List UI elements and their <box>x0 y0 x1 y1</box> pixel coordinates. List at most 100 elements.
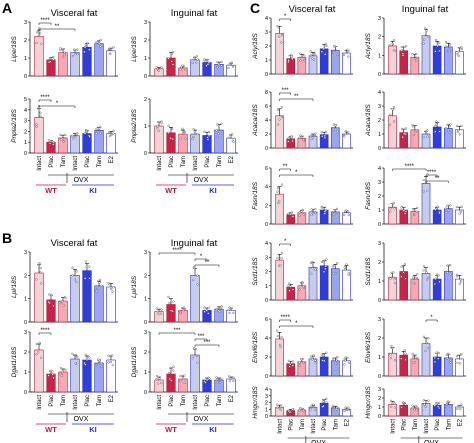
x-tick-label: Tam <box>61 156 67 167</box>
data-point <box>160 308 163 311</box>
data-point <box>411 125 415 128</box>
data-point <box>47 374 50 377</box>
data-point <box>277 26 280 29</box>
data-point <box>112 286 115 289</box>
data-point <box>404 210 408 213</box>
y-tick-label: 2 <box>378 336 381 342</box>
y-tick-label: 3 <box>378 104 381 110</box>
data-point <box>311 57 314 60</box>
data-point <box>84 260 87 263</box>
data-point <box>290 53 293 57</box>
ki-label: KI <box>209 425 217 434</box>
y-tick-label: 2 <box>265 401 268 407</box>
y-tick-label: 3 <box>265 394 268 400</box>
x-tick-label: Plac <box>49 395 55 407</box>
data-point <box>422 335 426 338</box>
data-point <box>336 262 339 265</box>
chart-title: Inguinal fat <box>171 238 218 249</box>
data-point <box>400 45 403 49</box>
data-point <box>314 359 317 362</box>
data-point <box>216 135 219 139</box>
data-point <box>333 264 336 267</box>
data-point <box>289 285 292 288</box>
data-point <box>71 352 74 355</box>
y-tick-label: 1 <box>265 407 268 413</box>
data-point <box>39 270 42 274</box>
data-point <box>449 123 452 126</box>
data-point <box>83 50 86 53</box>
data-point <box>459 280 463 283</box>
data-point <box>280 34 284 37</box>
y-tick-label: 1 <box>144 56 147 62</box>
significance-label: * <box>284 239 287 245</box>
x-tick-label: Tam <box>413 419 419 430</box>
data-point <box>460 405 463 408</box>
data-point <box>155 378 158 381</box>
data-point <box>459 209 462 212</box>
data-point <box>38 341 41 344</box>
data-point <box>170 60 173 63</box>
data-point <box>184 68 187 72</box>
data-point <box>412 281 415 285</box>
chart-11: Acaca/18S 0 1 2 3 4 <box>365 90 466 152</box>
data-point <box>312 354 315 357</box>
data-point <box>108 130 111 134</box>
data-point <box>347 213 350 216</box>
data-point <box>52 141 55 144</box>
data-point <box>95 290 98 293</box>
data-point <box>345 408 349 411</box>
data-point <box>74 362 77 365</box>
data-point <box>39 32 42 35</box>
data-point <box>393 402 396 405</box>
data-point <box>444 405 448 408</box>
data-point <box>459 362 462 365</box>
data-point <box>61 300 64 303</box>
data-point <box>400 127 404 131</box>
data-point <box>393 207 396 210</box>
data-point <box>449 361 452 364</box>
data-point <box>73 278 77 281</box>
data-point <box>76 53 79 56</box>
data-point <box>314 208 317 211</box>
data-point <box>456 407 459 411</box>
data-point <box>158 377 161 380</box>
data-point <box>169 309 173 312</box>
bar-intact <box>275 115 284 149</box>
significance-label: **** <box>405 164 415 170</box>
data-point <box>203 310 206 313</box>
data-point <box>219 306 223 309</box>
data-point <box>347 361 350 364</box>
significance-label: *** <box>197 334 205 340</box>
data-point <box>279 346 282 349</box>
x-tick-label: Tam <box>333 419 339 430</box>
bar-intact <box>421 35 431 75</box>
data-point <box>193 266 196 270</box>
data-point <box>40 42 43 45</box>
data-point <box>39 111 42 114</box>
data-point <box>344 406 347 409</box>
significance-label: **** <box>40 95 50 101</box>
bar-tam <box>58 52 68 77</box>
data-point <box>157 382 160 385</box>
data-point <box>301 281 304 285</box>
data-point <box>445 277 448 281</box>
x-tick-label: Plac <box>402 419 408 431</box>
data-point <box>346 210 350 213</box>
data-point <box>276 406 279 409</box>
data-point <box>449 273 452 276</box>
significance-label: * <box>430 315 433 321</box>
data-point <box>85 128 88 132</box>
data-point <box>110 133 113 137</box>
data-point <box>276 329 279 332</box>
data-point <box>156 127 159 130</box>
data-point <box>276 190 279 193</box>
data-point <box>401 52 404 55</box>
y-tick-label: 0 <box>265 414 268 420</box>
data-point <box>401 136 404 139</box>
data-point <box>217 309 220 312</box>
data-point <box>109 52 112 56</box>
data-point <box>171 127 174 131</box>
data-point <box>435 38 438 42</box>
